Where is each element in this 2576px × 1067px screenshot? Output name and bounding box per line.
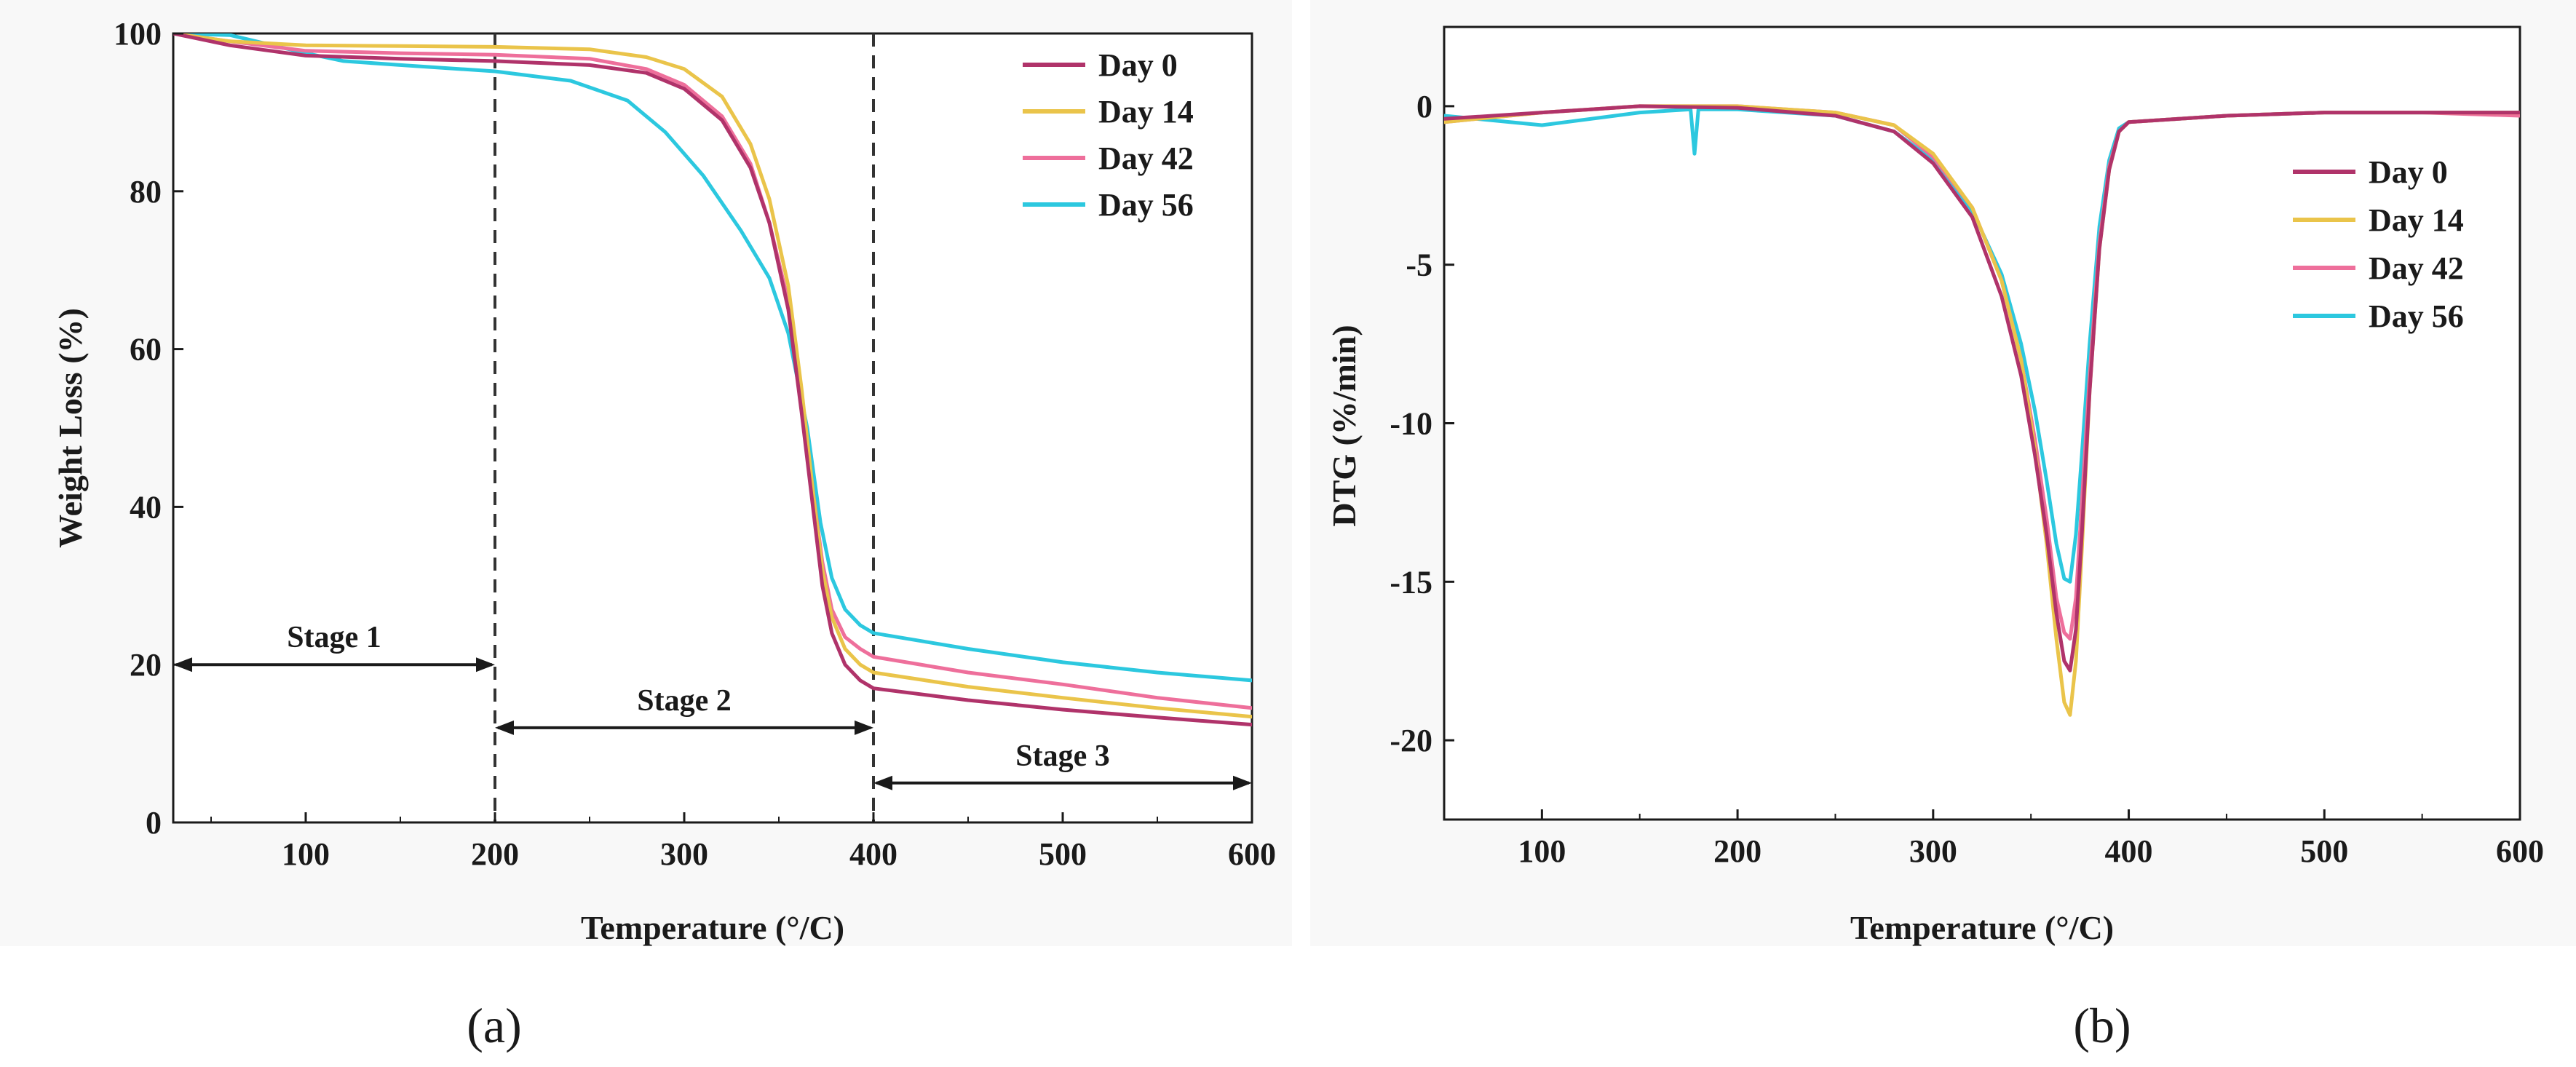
panel-a-y-tick-label-60: 60 xyxy=(130,332,162,368)
panel-b-legend-label-day-56: Day 56 xyxy=(2369,298,2464,334)
stage-3-arrowhead-right xyxy=(1233,775,1252,790)
panel-b-y-axis-label: DTG (%/min) xyxy=(1325,325,1363,526)
stage-2-arrowhead-right xyxy=(855,720,873,735)
panel-b-legend-label-day-42: Day 42 xyxy=(2369,250,2464,286)
panel-a-plot-frame xyxy=(172,32,1253,824)
panel-b-y-tick-label-10: -10 xyxy=(1390,406,1432,442)
stage-1-arrowhead-right xyxy=(476,657,495,673)
panel-b-y-tick-label-20: -20 xyxy=(1390,723,1432,758)
panel-a-x-tick-label-400: 400 xyxy=(849,836,897,872)
panel-b-x-tick-label-500: 500 xyxy=(2300,833,2348,869)
panel-b-y-tick-label-5: -5 xyxy=(1406,247,1432,283)
panel-b-x-tick-label-100: 100 xyxy=(1518,833,1566,869)
stage-2-arrowhead-left xyxy=(495,720,514,735)
panel-a-x-tick-label-100: 100 xyxy=(282,836,330,872)
stage-3-label: Stage 3 xyxy=(1015,739,1110,773)
panel-a-legend-label-day-56: Day 56 xyxy=(1098,187,1194,223)
panel-a-y-axis-label: Weight Loss (%) xyxy=(52,308,89,548)
panel-a-x-tick-label-300: 300 xyxy=(660,836,708,872)
panel-a-series-day-0 xyxy=(173,33,1252,727)
panel-a-x-axis-label: Temperature (°/C) xyxy=(581,909,844,946)
stage-3-arrowhead-left xyxy=(873,775,892,790)
panel-a-series-day-56 xyxy=(173,33,1252,683)
panel-a-y-tick-label-40: 40 xyxy=(130,489,162,525)
panel-b-legend-label-day-0: Day 0 xyxy=(2369,154,2448,190)
panel-b-plot-frame xyxy=(1443,25,2521,821)
panel-a-legend: Day 0 Day 14 Day 42 Day 56 xyxy=(1023,47,1194,223)
panel-b-caption: (b) xyxy=(2073,998,2131,1053)
panel-b-x-tick-label-300: 300 xyxy=(1909,833,1957,869)
panel-a-y-tick-label-0: 0 xyxy=(146,805,162,841)
stage-2-label: Stage 2 xyxy=(637,684,732,718)
panel-b-x-tick-label-200: 200 xyxy=(1713,833,1761,869)
stage-annotations: Stage 1 Stage 2 Stage 3 xyxy=(173,621,1252,790)
panel-a-x-tick-label-500: 500 xyxy=(1039,836,1087,872)
stage-1-label: Stage 1 xyxy=(287,621,381,654)
panel-b-x-axis-label: Temperature (°/C) xyxy=(1850,909,2114,946)
panel-a-ticks: 100 200 300 400 500 600 0 20 40 60 80 100 xyxy=(114,16,1276,872)
panel-b-x-tick-label-400: 400 xyxy=(2105,833,2153,869)
panel-b-y-tick-label-0: 0 xyxy=(1416,89,1432,124)
panel-a-x-tick-label-200: 200 xyxy=(471,836,519,872)
panel-a-legend-label-day-14: Day 14 xyxy=(1098,94,1194,130)
panel-b-x-tick-label-600: 600 xyxy=(2496,833,2544,869)
panel-a-series-day-14 xyxy=(173,33,1252,719)
panel-a-x-tick-label-600: 600 xyxy=(1228,836,1276,872)
panel-a-y-tick-label-100: 100 xyxy=(114,16,162,52)
panel-b-series xyxy=(1444,104,2520,717)
panel-b-ticks: 100 200 300 400 500 600 0 -5 -10 -15 -20 xyxy=(1390,89,2544,869)
panel-a-caption: (a) xyxy=(467,998,521,1053)
panel-a-series xyxy=(173,33,1252,727)
panel-a-legend-label-day-42: Day 42 xyxy=(1098,140,1194,176)
panel-a-y-tick-label-80: 80 xyxy=(130,174,162,210)
panel-a-legend-label-day-0: Day 0 xyxy=(1098,47,1178,83)
stage-dividers xyxy=(494,33,875,822)
panel-b-legend: Day 0 Day 14 Day 42 Day 56 xyxy=(2293,154,2464,334)
panel-b-y-tick-label-15: -15 xyxy=(1390,564,1432,600)
panel-a-y-tick-label-20: 20 xyxy=(130,647,162,683)
panel-b-series-day-0 xyxy=(1444,104,2520,673)
panel-b-legend-label-day-14: Day 14 xyxy=(2369,202,2464,238)
